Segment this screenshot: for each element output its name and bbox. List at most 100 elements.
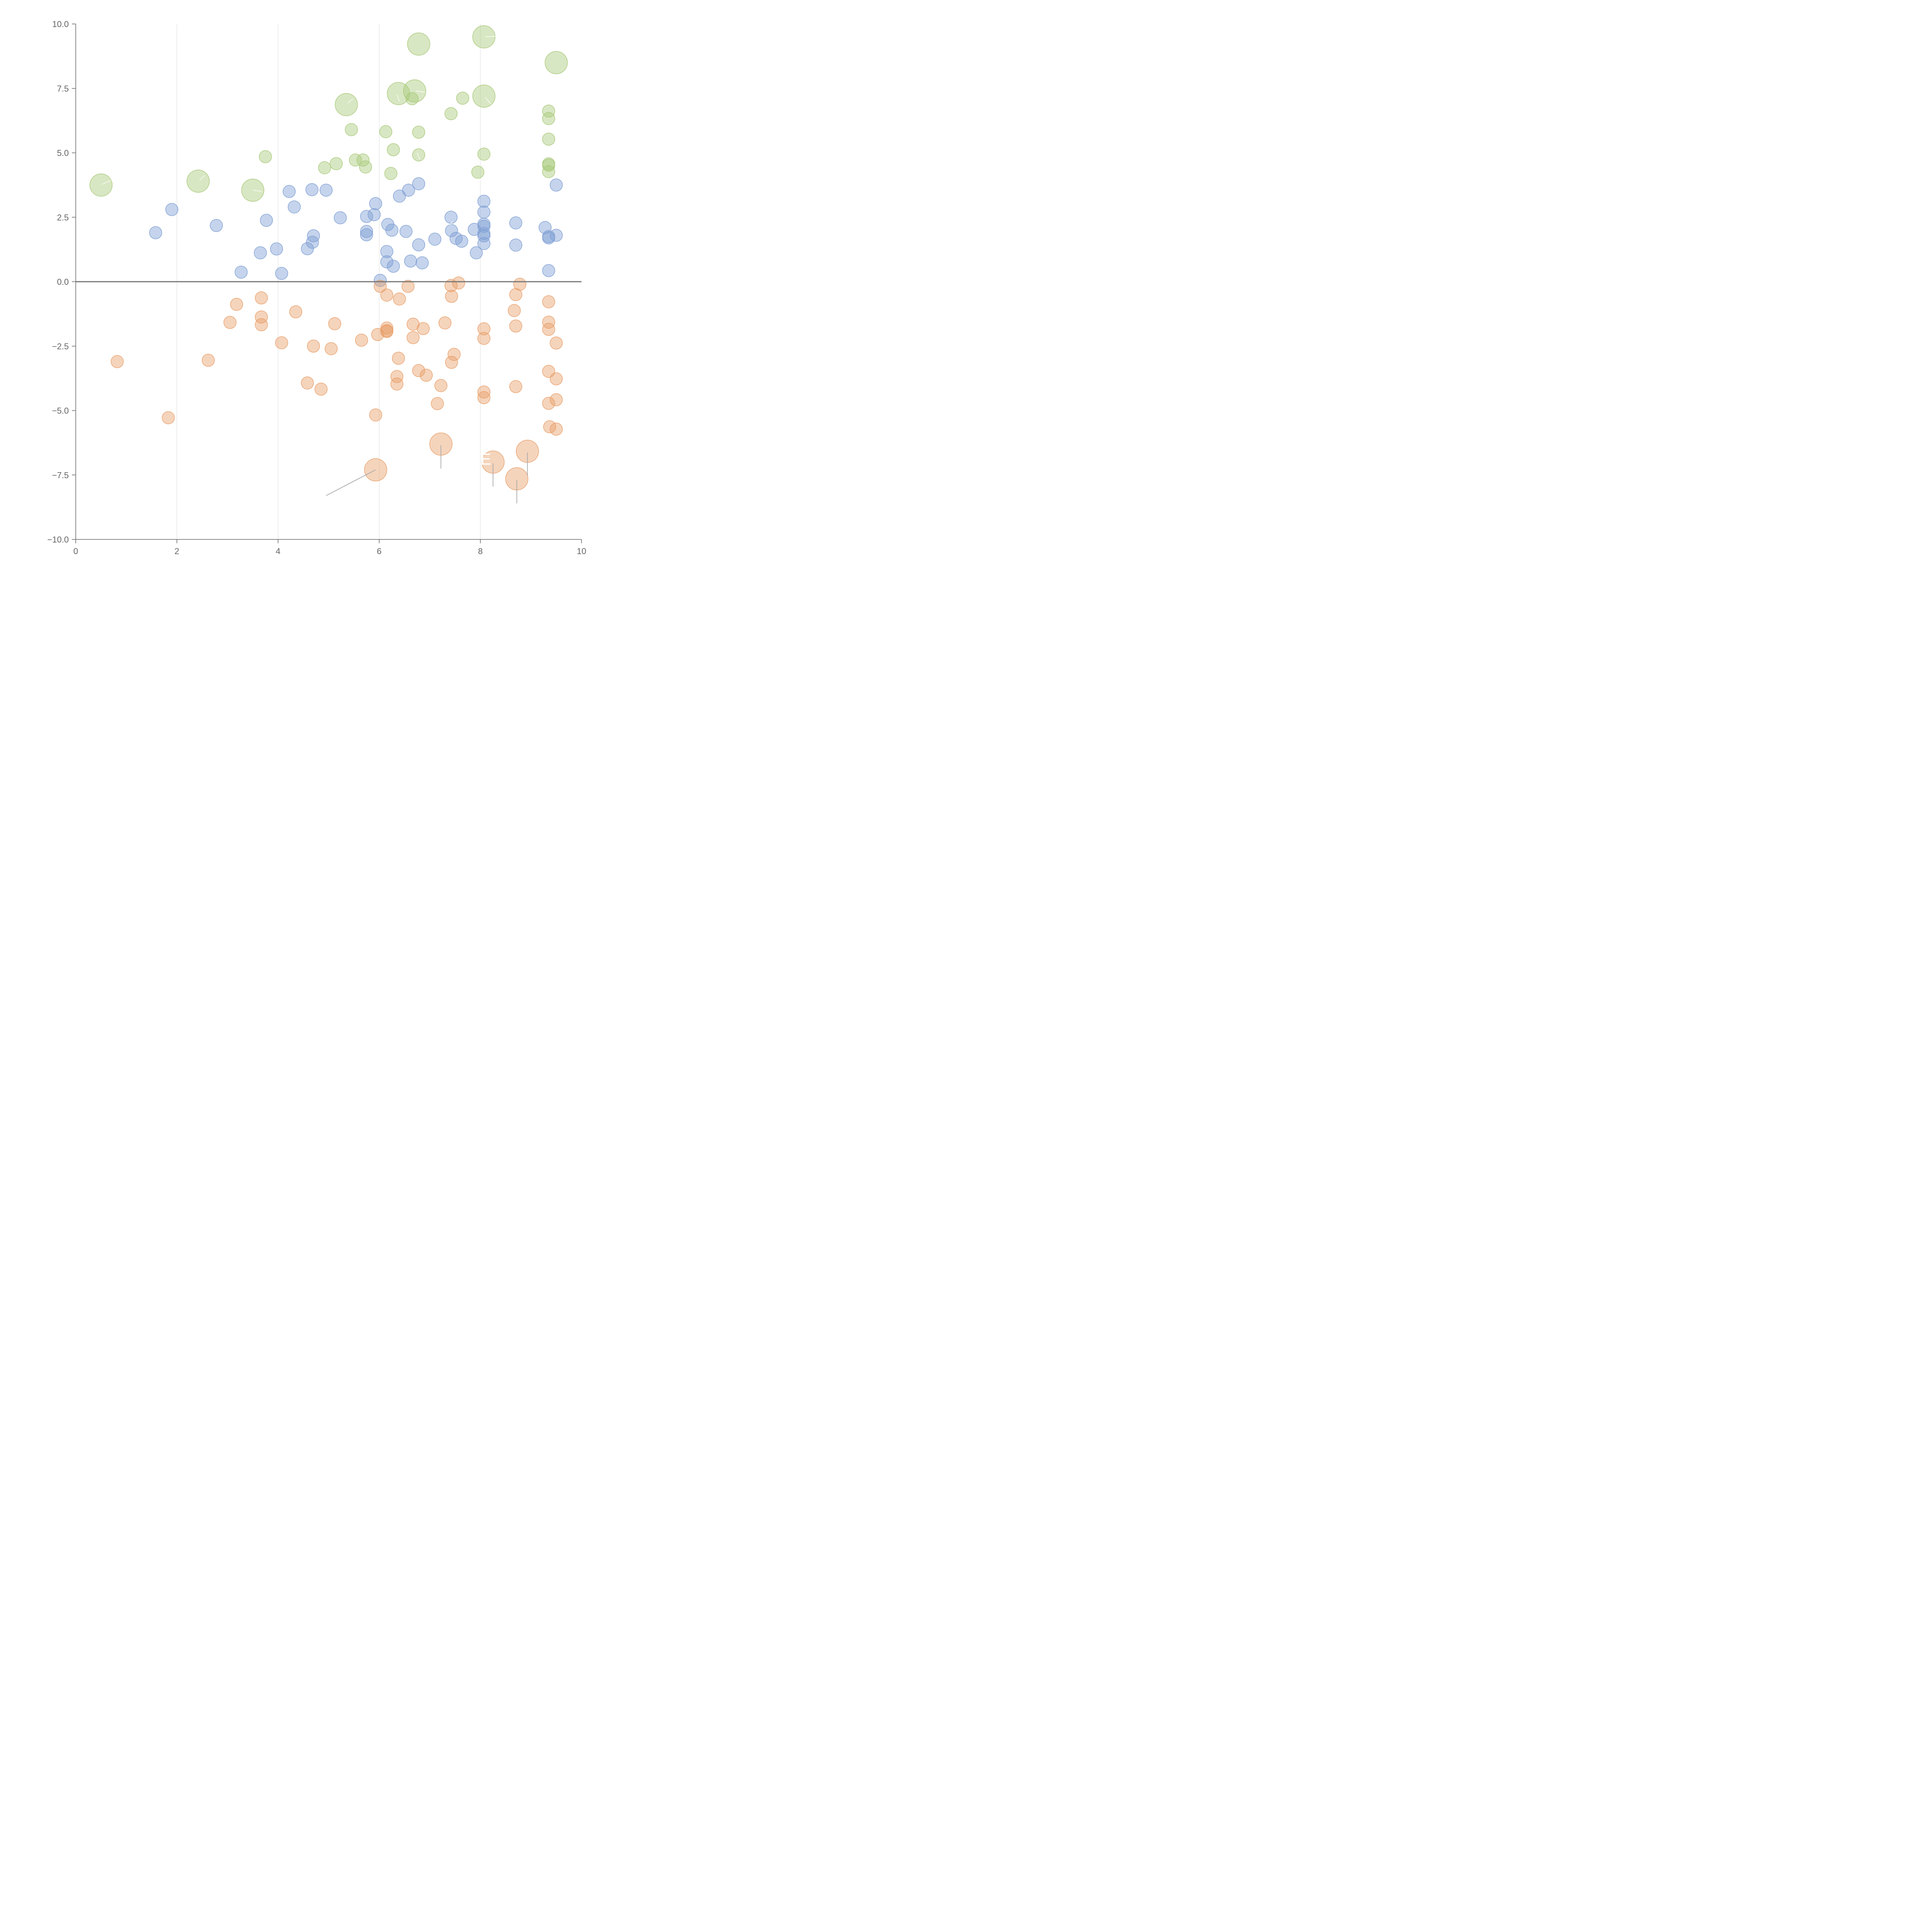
bubble-layer [89, 25, 568, 491]
data-point-green [241, 179, 264, 202]
label-leader-line [485, 36, 496, 37]
data-point-orange [255, 318, 268, 332]
data-point-orange [369, 408, 382, 422]
data-point-orange [445, 356, 458, 369]
data-point-orange [477, 332, 491, 345]
data-point-blue [287, 200, 301, 214]
data-point-green [542, 104, 555, 118]
data-point-orange [406, 318, 420, 331]
data-point-blue [404, 254, 417, 268]
data-point-orange [447, 348, 461, 361]
data-point-blue [542, 231, 555, 245]
label-leader-line [485, 97, 491, 104]
data-point-orange [162, 411, 175, 424]
data-point-blue [477, 229, 491, 243]
data-point-blue [415, 256, 429, 270]
data-point-green [472, 25, 496, 49]
y-tick-label: −10.0 [47, 535, 69, 544]
data-point-orange [223, 316, 236, 329]
data-point-orange [420, 369, 433, 382]
data-point-orange [325, 342, 338, 355]
data-point-blue [402, 184, 415, 197]
data-point-blue [360, 210, 373, 223]
data-point-orange [509, 380, 522, 393]
axis-layer: 0 2 4 6 8 10 −10.0 −7.5 −5.0 −2.5 0.0 2.5 5.0 7.5 10.0 [47, 19, 586, 556]
data-point-orange [445, 290, 458, 303]
data-point-blue [455, 235, 468, 248]
bubble-label: E [480, 450, 491, 468]
data-point-blue [360, 228, 373, 242]
y-tick-label: −7.5 [52, 470, 69, 480]
label-leader-line [102, 180, 111, 185]
data-point-blue [254, 246, 267, 260]
series-orange [111, 276, 563, 491]
data-point-orange [549, 393, 563, 406]
data-point-blue [444, 211, 458, 224]
data-point-orange [549, 422, 563, 436]
data-point-orange [315, 383, 328, 396]
data-point-blue [367, 208, 381, 221]
data-point-blue [360, 225, 373, 238]
data-point-blue [549, 179, 563, 192]
x-tick-label: 10 [577, 546, 586, 556]
data-point-blue [320, 184, 333, 197]
label-leader-line [417, 153, 420, 160]
data-point-blue [282, 185, 296, 198]
data-point-orange [380, 325, 393, 338]
data-point-orange [542, 295, 555, 308]
data-point-blue [477, 195, 491, 208]
data-point-orange [111, 355, 124, 368]
data-point-orange [508, 304, 521, 317]
data-point-blue [387, 260, 400, 273]
data-point-blue [509, 216, 522, 230]
data-point-green [407, 32, 430, 56]
y-tick-label: 0.0 [57, 277, 69, 287]
data-point-green [349, 153, 362, 167]
data-point-blue [380, 245, 393, 258]
y-tick-label: 2.5 [57, 213, 69, 222]
data-point-blue [445, 224, 458, 237]
data-point-green [477, 148, 491, 161]
data-point-orange [477, 391, 491, 404]
data-point-blue [549, 229, 563, 242]
data-point-green [472, 85, 496, 108]
chart-container: 0 2 4 6 8 10 −10.0 −7.5 −5.0 −2.5 0.0 2.5 5.0 7.5 10.0… [0, 0, 601, 601]
data-point-orange [444, 279, 458, 292]
data-point-blue [306, 236, 319, 249]
data-point-blue [428, 233, 442, 246]
data-point-green [456, 92, 469, 105]
data-point-green [187, 170, 210, 193]
data-point-orange [393, 292, 406, 306]
data-point-green [471, 165, 485, 179]
data-point-orange [438, 316, 452, 330]
y-tick-label: −2.5 [52, 342, 69, 351]
data-point-blue [385, 223, 398, 237]
data-point-orange [230, 298, 243, 311]
data-point-orange [412, 364, 425, 377]
data-point-blue [235, 265, 248, 279]
label-layer: E NT C [76, 36, 582, 503]
x-tick-label: 2 [175, 546, 179, 556]
y-tick-label: 5.0 [57, 148, 69, 158]
y-tick-label: −5.0 [52, 406, 69, 416]
data-point-green [412, 148, 425, 162]
data-point-blue [165, 203, 179, 216]
data-point-orange [202, 354, 215, 367]
data-point-green [384, 167, 398, 180]
scatter-chart: 0 2 4 6 8 10 −10.0 −7.5 −5.0 −2.5 0.0 2.5 5.0 7.5 10.0… [47, 19, 586, 556]
data-point-blue [305, 183, 319, 196]
data-point-orange [542, 397, 555, 410]
data-point-green [259, 150, 272, 163]
data-point-blue [412, 177, 425, 190]
bubble-label: C [428, 80, 440, 98]
label-leader-line [253, 190, 262, 192]
data-point-green [542, 133, 555, 146]
label-leader-line [199, 175, 205, 181]
data-point-blue [333, 211, 347, 224]
data-point-blue [412, 238, 425, 252]
data-point-green [405, 92, 419, 105]
data-point-orange [328, 317, 341, 330]
data-point-orange [401, 280, 415, 293]
data-point-orange [301, 376, 314, 389]
data-point-blue [270, 242, 283, 256]
